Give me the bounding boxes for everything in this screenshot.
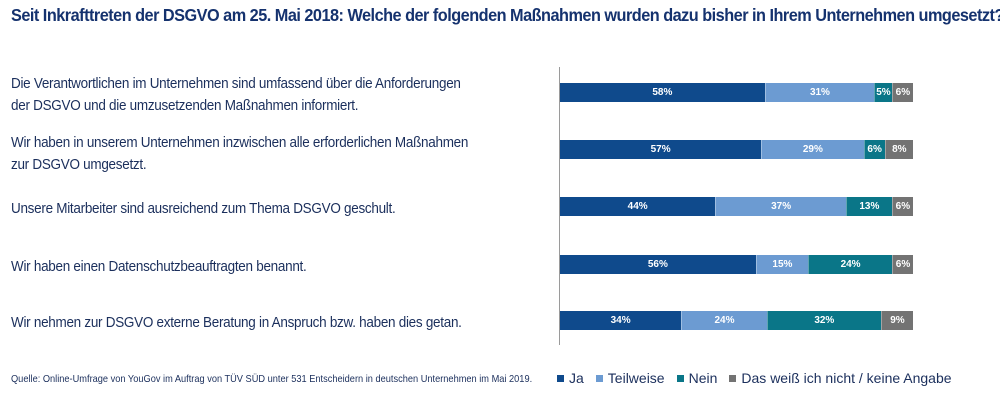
legend-item: Ja [557, 370, 584, 386]
data-label: 6% [895, 87, 911, 98]
legend-item: Nein [676, 370, 718, 386]
bar-segment-das-wei-ich-nicht-keine-angabe: 6% [891, 83, 913, 102]
legend-swatch-icon [595, 374, 603, 382]
data-label: 32% [814, 315, 835, 326]
data-label: 6% [867, 144, 882, 155]
legend-swatch-icon [676, 374, 684, 382]
data-label: 24% [714, 315, 735, 326]
bar-segment-nein: 24% [808, 255, 893, 274]
stacked-bar: 56% 15% 24% 6% [560, 255, 913, 274]
bar-segment-teilweise: 24% [681, 311, 767, 330]
legend-label: Ja [569, 370, 584, 386]
data-label: 6% [895, 201, 911, 212]
bar-segment-nein: 5% [874, 83, 892, 102]
bar-segment-ja: 56% [560, 255, 756, 274]
legend-label: Nein [688, 370, 718, 386]
legend-swatch-icon [729, 374, 737, 382]
bar-segment-ja: 57% [560, 140, 762, 159]
data-label: 13% [859, 201, 880, 212]
category-label: Wir nehmen zur DSGVO externe Beratung in… [11, 315, 462, 331]
bar-segment-ja: 44% [560, 197, 716, 216]
data-label: 15% [772, 259, 793, 270]
bar-segment-nein: 6% [863, 140, 885, 159]
y-axis-line [559, 67, 560, 345]
stacked-bar: 58% 31% 5% 6% [560, 83, 913, 102]
legend-item: Teilweise [595, 370, 665, 386]
stacked-bar: 34% 24% 32% 9% [560, 311, 913, 330]
data-label: 44% [627, 201, 648, 212]
chart-title: Seit Inkrafttreten der DSGVO am 25. Mai … [11, 5, 1000, 25]
data-label: 37% [771, 201, 792, 212]
data-label: 29% [802, 144, 823, 155]
legend-label: Das weiß ich nicht / keine Angabe [741, 370, 952, 386]
category-label: Unsere Mitarbeiter sind ausreichend zum … [11, 201, 396, 217]
legend: Ja Teilweise Nein Das weiß ich nicht / kein… [557, 370, 952, 386]
category-label: der DSGVO und die umzusetzenden Maßnahme… [11, 98, 359, 114]
legend-swatch-icon [557, 374, 564, 382]
source-note: Quelle: Online-Umfrage von YouGov im Auf… [11, 373, 533, 385]
stacked-bar: 57% 29% 6% 8% [560, 140, 913, 159]
bar-segment-teilweise: 29% [761, 140, 864, 159]
stacked-bar: 44% 37% 13% 6% [560, 197, 913, 216]
bar-segment-teilweise: 15% [755, 255, 809, 274]
category-label: Die Verantwortlichen im Unternehmen sind… [11, 76, 461, 92]
data-label: 31% [809, 87, 830, 98]
bar-segment-das-wei-ich-nicht-keine-angabe: 6% [892, 255, 913, 274]
category-label: Wir haben einen Datenschutzbeauftragten … [11, 259, 307, 275]
category-label: Wir haben in unserem Unternehmen inzwisc… [11, 135, 469, 151]
data-label: 56% [647, 259, 668, 270]
bar-segment-ja: 58% [560, 83, 765, 102]
data-label: 58% [652, 87, 673, 98]
data-label: 8% [892, 144, 907, 155]
data-label: 5% [876, 87, 891, 98]
bar-segment-ja: 34% [560, 311, 682, 330]
bar-segment-nein: 13% [845, 197, 892, 216]
bar-segment-das-wei-ich-nicht-keine-angabe: 6% [891, 197, 913, 216]
bar-segment-nein: 32% [766, 311, 881, 330]
bar-segment-das-wei-ich-nicht-keine-angabe: 9% [880, 311, 913, 330]
legend-item: Das weiß ich nicht / keine Angabe [729, 370, 952, 386]
legend-label: Teilweise [607, 370, 665, 386]
category-label: zur DSGVO umgesetzt. [11, 157, 147, 173]
data-label: 6% [895, 259, 911, 270]
bar-segment-teilweise: 37% [715, 197, 846, 216]
bar-segment-teilweise: 31% [764, 83, 875, 102]
bar-segment-das-wei-ich-nicht-keine-angabe: 8% [884, 140, 913, 159]
data-label: 57% [650, 144, 671, 155]
data-label: 24% [840, 259, 861, 270]
data-label: 9% [890, 315, 905, 326]
data-label: 34% [610, 315, 631, 326]
